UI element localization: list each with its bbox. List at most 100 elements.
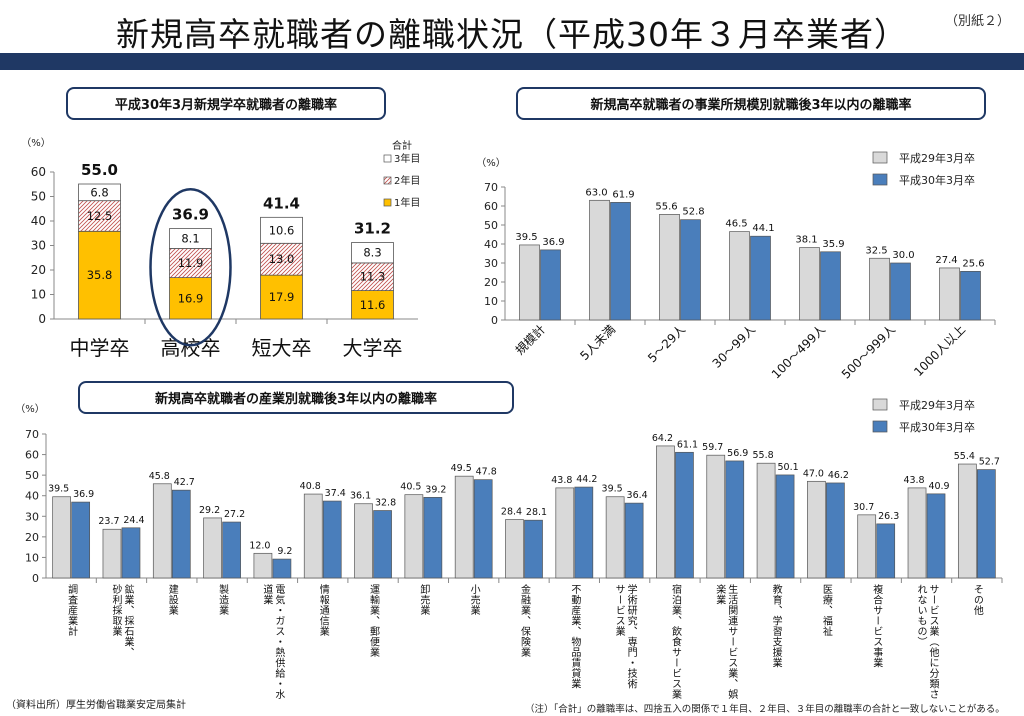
category-label: 中学卒	[70, 336, 130, 360]
bar	[775, 474, 795, 579]
bar	[519, 244, 540, 321]
category-label-line: 生活関連サービス業、娯	[726, 583, 738, 700]
bar	[750, 235, 771, 321]
y-tick-label: 50	[31, 190, 46, 204]
legend-swatch	[872, 420, 888, 433]
legend-label: 2年目	[394, 174, 420, 187]
bar	[303, 493, 323, 579]
bar-value-label: 61.1	[677, 439, 698, 450]
bar	[253, 552, 273, 579]
title-bar	[0, 53, 1024, 70]
y-tick-label: 10	[31, 288, 46, 302]
bar	[121, 527, 141, 579]
segment-value-label: 11.9	[178, 256, 204, 270]
total-label: 55.0	[81, 161, 118, 179]
bar	[756, 462, 776, 579]
bar	[222, 521, 241, 579]
bar	[404, 494, 424, 579]
bar-value-label: 28.4	[501, 507, 522, 518]
category-label: 30～99人	[710, 322, 758, 370]
bar	[890, 262, 911, 321]
bar	[203, 517, 222, 579]
segment-value-label: 8.1	[181, 232, 199, 246]
bar-value-label: 43.8	[903, 475, 924, 486]
annex-label: （別紙２）	[944, 14, 1010, 29]
category-label-line: 電気・ガス・熱供給・水	[273, 584, 285, 700]
stacked-bar-segment	[169, 248, 212, 278]
bar-value-label: 26.3	[878, 511, 899, 522]
bar-value-label: 44.1	[752, 223, 774, 234]
bar	[589, 199, 610, 321]
bar-value-label: 55.8	[753, 450, 774, 461]
bar	[624, 502, 644, 579]
category-label-line: サービス業（他に分類さ	[927, 584, 939, 700]
bar-value-label: 38.1	[795, 235, 817, 246]
category-label-line: 複合サービス事業	[871, 583, 883, 669]
category-label-line: その他	[971, 584, 983, 616]
y-tick-label: 50	[25, 469, 39, 482]
bar	[540, 249, 561, 321]
category-label-line: 建設業	[166, 583, 178, 616]
bar-value-label: 12.0	[249, 540, 270, 551]
bar-value-label: 56.9	[727, 448, 748, 459]
bar-value-label: 63.0	[585, 187, 607, 198]
stacked-bar-segment	[260, 274, 303, 320]
panel3-title: 新規高卒就職者の産業別就職後3年以内の離職率	[78, 381, 514, 414]
bar	[610, 202, 631, 321]
bar	[976, 469, 996, 579]
bar	[675, 451, 694, 579]
bar	[152, 483, 172, 579]
bar-value-label: 40.9	[928, 481, 949, 492]
category-label-line: 情報通信業	[317, 583, 329, 637]
y-tick-label: 0	[32, 572, 39, 585]
stacked-bar-segment	[78, 230, 121, 320]
bar-value-label: 36.4	[627, 490, 648, 501]
bar	[322, 500, 342, 579]
category-label-line: 教育、学習支援業	[770, 583, 782, 669]
bar	[826, 482, 845, 579]
segment-value-label: 17.9	[269, 290, 295, 304]
source-note: （資料出所）厚生労働省職業安定局集計	[6, 700, 186, 711]
y-tick-label: 10	[25, 551, 39, 564]
bar-value-label: 36.9	[542, 237, 564, 248]
bar	[939, 267, 960, 321]
legend-label: 平成30年3月卒	[899, 173, 975, 187]
bar-value-label: 35.9	[822, 239, 844, 250]
highlight-ellipse	[149, 188, 232, 347]
bar	[423, 497, 443, 579]
legend-swatch	[872, 398, 888, 411]
bar-value-label: 44.2	[576, 474, 597, 485]
bar	[680, 219, 701, 321]
stacked-bar-segment	[260, 216, 303, 244]
y-tick-label: 30	[31, 239, 46, 253]
bar-value-label: 39.5	[515, 232, 537, 243]
category-label-line: 小売業	[468, 584, 480, 616]
bar	[706, 454, 726, 579]
legend-label: 平成30年3月卒	[899, 420, 975, 434]
category-label-line: サービス業	[613, 584, 625, 637]
bar-value-label: 55.4	[954, 451, 975, 462]
bar	[354, 503, 373, 579]
total-label: 41.4	[263, 194, 300, 212]
bar-value-label: 47.8	[476, 467, 497, 478]
segment-value-label: 8.3	[363, 246, 381, 260]
bar-value-label: 39.2	[425, 484, 446, 495]
page-title: 新規高卒就職者の離職状況（平成30年３月卒業者）	[116, 15, 908, 54]
y-tick-label: 60	[25, 449, 39, 462]
bar	[725, 460, 745, 579]
bar-value-label: 52.8	[682, 207, 704, 218]
category-label-line: 金融業、保険業	[519, 583, 531, 658]
bar-value-label: 25.6	[962, 258, 984, 269]
category-label-line: 楽業	[714, 583, 726, 606]
bar-value-label: 23.7	[98, 516, 119, 527]
footnote: （注）「合計」の離職率は、四捨五入の関係で１年目、２年目、３年目の離職率の合計と…	[525, 704, 1005, 715]
bar-value-label: 30.7	[853, 502, 874, 513]
bar	[799, 247, 820, 321]
legend-label: 平成29年3月卒	[899, 398, 975, 412]
bar-value-label: 36.9	[73, 489, 94, 500]
bar-value-label: 52.7	[979, 457, 1000, 468]
stacked-bar-segment	[78, 200, 121, 232]
bar-value-label: 46.2	[828, 470, 849, 481]
bar	[876, 523, 896, 579]
bar-value-label: 42.7	[174, 477, 195, 488]
